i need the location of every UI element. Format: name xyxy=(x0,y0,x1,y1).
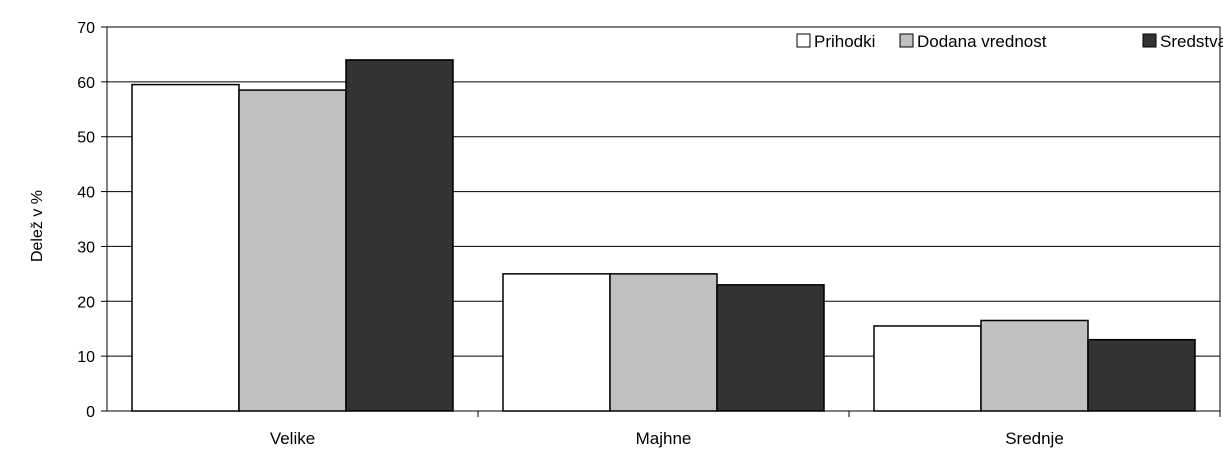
bar xyxy=(345,59,454,412)
y-tick-label: 0 xyxy=(86,404,95,421)
axes-group xyxy=(101,26,1221,417)
x-category-label: Srednje xyxy=(1005,429,1064,448)
y-tick-label: 60 xyxy=(77,75,95,92)
bar xyxy=(502,273,611,412)
y-tick-label: 40 xyxy=(77,185,95,202)
y-tick-label: 20 xyxy=(77,294,95,311)
legend-entry: Prihodki xyxy=(814,32,875,51)
bar xyxy=(609,273,718,412)
legend-entry: Dodana vrednost xyxy=(917,32,1047,51)
bar xyxy=(873,325,982,412)
y-tick-label: 30 xyxy=(77,239,95,256)
bar xyxy=(716,284,825,412)
bar xyxy=(238,89,347,412)
legend-entry: Sredstva xyxy=(1160,32,1223,51)
y-tick-label: 10 xyxy=(77,349,95,366)
legend-swatch xyxy=(1142,33,1157,48)
legend-swatch xyxy=(796,33,811,48)
x-category-labels: Velike Majhne Srednje xyxy=(270,429,1064,448)
legend-swatch xyxy=(899,33,914,48)
bar xyxy=(1087,338,1196,412)
y-tick-labels: 0 10 20 30 40 50 60 70 xyxy=(77,20,95,421)
y-tick-label: 70 xyxy=(77,20,95,37)
bar xyxy=(980,319,1089,412)
x-category-label: Velike xyxy=(270,429,315,448)
x-category-label: Majhne xyxy=(636,429,692,448)
bar xyxy=(131,83,240,412)
bars-group xyxy=(131,59,1196,412)
legend: Prihodki Dodana vrednost Sredstva xyxy=(796,32,1223,51)
y-axis-label: Delež v % xyxy=(29,190,46,262)
y-tick-label: 50 xyxy=(77,130,95,147)
